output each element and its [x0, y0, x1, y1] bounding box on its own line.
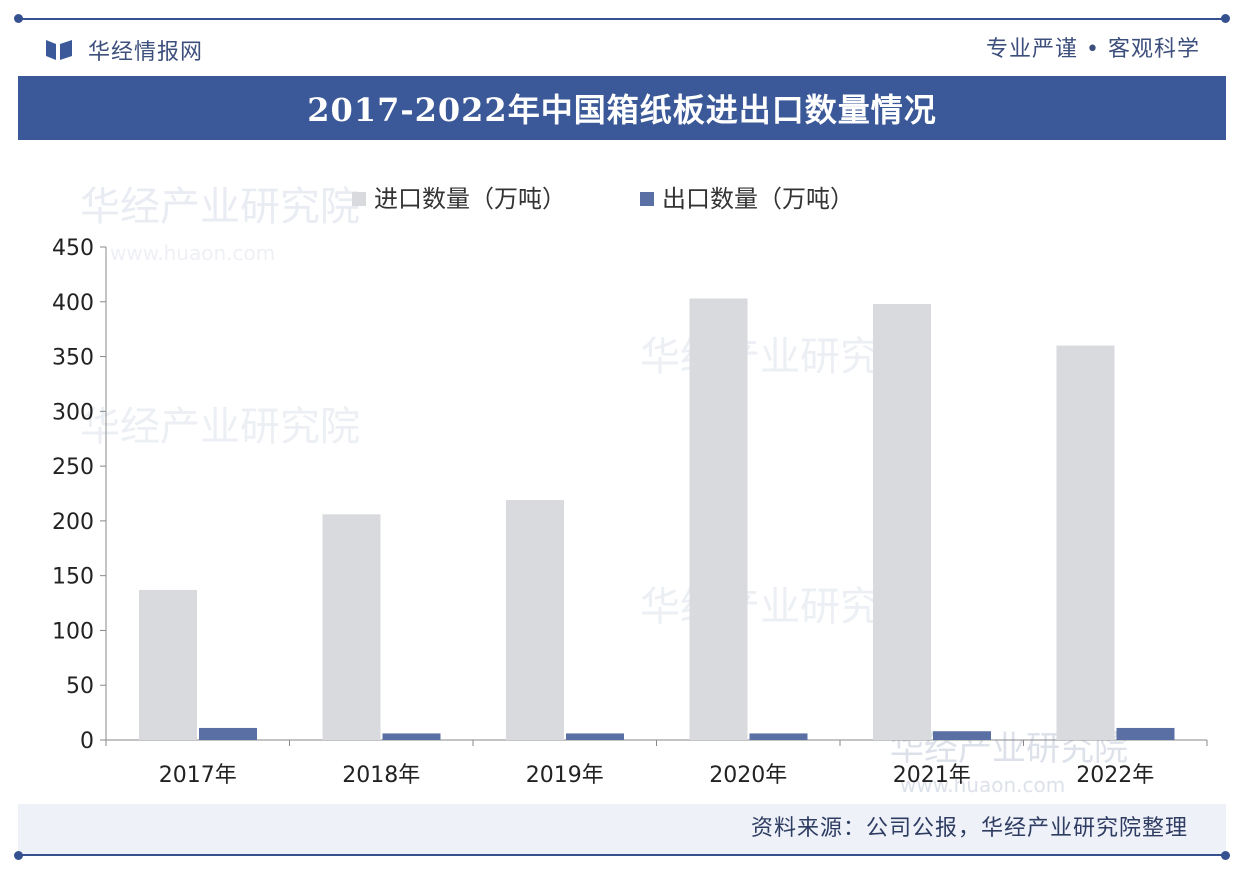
watermark-text: 华经产业研究院 [80, 184, 360, 230]
bars [139, 298, 1175, 740]
import-bar [873, 303, 931, 740]
x-tick-label: 2020年 [709, 763, 787, 788]
top-right-dot [1221, 14, 1230, 23]
brand-name: 华经情报网 [88, 40, 204, 65]
watermark-url: www.huaon.com [110, 241, 275, 265]
source-note: 资料来源：公司公报，华经产业研究院整理 [750, 816, 1188, 841]
top-left-dot [14, 14, 23, 23]
y-tick-label: 450 [52, 236, 94, 261]
x-tick-label: 2019年 [526, 763, 604, 788]
legend-label: 出口数量（万吨） [662, 185, 854, 213]
x-tick-label: 2018年 [342, 763, 420, 788]
slogan: 专业严谨 • 客观科学 [986, 37, 1200, 62]
y-tick-label: 100 [52, 619, 94, 644]
import-bar [689, 298, 748, 740]
legend-swatch [640, 192, 654, 206]
export-bar [749, 733, 808, 740]
y-tick-label: 350 [52, 346, 94, 371]
y-tick-label: 250 [52, 455, 94, 480]
import-bar [506, 500, 564, 740]
export-bar [199, 727, 257, 740]
bottom-left-dot [14, 851, 23, 860]
chart-title: 2017-2022年中国箱纸板进出口数量情况 [307, 91, 937, 129]
watermark-text: 华经产业研究院 [80, 404, 360, 450]
watermark-layer: 华经产业研究院 www.huaon.com 华经产业研究院 华经产业研究院 华经… [80, 184, 1128, 797]
export-bar [382, 733, 441, 740]
import-bar [1056, 345, 1115, 740]
x-axis: 2017年 2018年 2019年 2020年 2021年 2022年 [105, 739, 1208, 788]
y-tick-label: 200 [52, 510, 94, 535]
watermark-url: www.huaon.com [900, 773, 1065, 797]
export-bar [566, 733, 624, 740]
y-tick-label: 400 [52, 291, 94, 316]
export-bar [933, 731, 991, 740]
legend: 进口数量（万吨） 出口数量（万吨） [352, 185, 854, 213]
title-bar: 2017-2022年中国箱纸板进出口数量情况 [18, 76, 1226, 140]
bottom-right-dot [1221, 851, 1230, 860]
y-tick-label: 300 [52, 400, 94, 425]
top-rule [18, 18, 1226, 20]
y-tick-label: 0 [80, 729, 94, 754]
export-bar [1116, 727, 1175, 740]
brand: 华经情报网 [44, 32, 203, 68]
footer-bar: 资料来源：公司公报，华经产业研究院整理 [18, 804, 1226, 854]
import-bar [322, 514, 381, 740]
x-tick-label: 2017年 [159, 763, 237, 788]
legend-swatch [352, 192, 366, 206]
x-tick-label: 2021年 [893, 763, 971, 788]
bottom-rule [18, 854, 1226, 856]
y-tick-label: 150 [52, 565, 94, 590]
brand-logo-icon [46, 40, 72, 60]
legend-label: 进口数量（万吨） [374, 185, 566, 213]
bar-chart: 华经产业研究院 www.huaon.com 华经产业研究院 华经产业研究院 华经… [52, 184, 1208, 797]
x-tick-label: 2022年 [1076, 763, 1154, 788]
import-bar [139, 589, 197, 740]
y-tick-label: 50 [66, 674, 94, 699]
y-axis: 0 50 100 150 200 250 300 350 400 450 [52, 236, 107, 754]
